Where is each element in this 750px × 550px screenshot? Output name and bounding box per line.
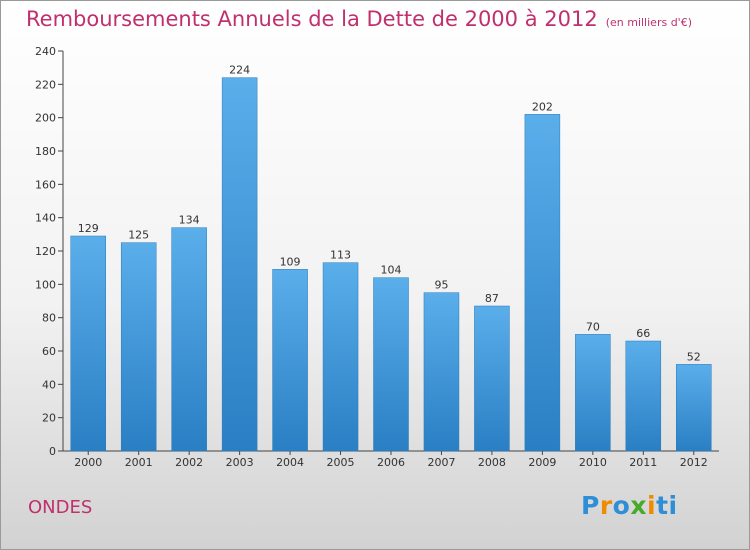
x-tick-label: 2007 <box>427 456 455 469</box>
proxiti-logo: Proxiti <box>581 491 678 520</box>
bar-value-label: 95 <box>434 279 448 292</box>
bar-value-labels: 129 125 134 224 109 113 104 95 87 202 70 66 52 <box>78 64 701 364</box>
x-axis: 2000 2001 2002 2003 2004 2005 2006 2007 2008 2009… <box>63 450 719 469</box>
town-name: ONDES <box>28 497 93 518</box>
x-tick-label: 2010 <box>579 456 607 469</box>
chart-title: Remboursements Annuels de la Dette de 20… <box>26 7 692 31</box>
x-tick-label: 2006 <box>377 456 405 469</box>
y-tick-label: 40 <box>42 378 56 391</box>
y-tick-label: 0 <box>49 445 56 458</box>
y-tick-label: 220 <box>35 78 56 91</box>
brand-letter: P <box>581 491 600 520</box>
brand-letter: i <box>668 491 678 520</box>
brand-letter: i <box>647 491 657 520</box>
x-tick-label: 2008 <box>478 456 506 469</box>
x-tick-label: 2002 <box>175 456 203 469</box>
y-tick-label: 60 <box>42 345 56 358</box>
y-axis: 0 20 40 60 80 100 120 140 160 180 200 220 240 <box>35 45 64 458</box>
y-tick-label: 200 <box>35 112 56 125</box>
bar-value-label: 224 <box>229 64 250 77</box>
bar-2008 <box>474 305 510 452</box>
x-tick-label: 2001 <box>125 456 153 469</box>
bar-2011 <box>625 340 662 452</box>
x-tick-label: 2005 <box>327 456 355 469</box>
bar-value-label: 109 <box>280 255 301 268</box>
bar-2007 <box>423 292 460 452</box>
chart-title-text: Remboursements Annuels de la Dette de 20… <box>26 7 598 31</box>
bar-2005 <box>322 262 359 452</box>
bar-value-label: 125 <box>128 229 149 242</box>
bar-2002 <box>171 227 207 452</box>
bar-value-label: 70 <box>586 320 600 333</box>
y-tick-label: 20 <box>42 412 56 425</box>
y-tick-label: 100 <box>35 278 56 291</box>
x-tick-label: 2011 <box>629 456 657 469</box>
bar-2001 <box>120 242 157 452</box>
bar-2004 <box>272 269 308 452</box>
brand-letter: x <box>630 491 647 520</box>
bar-2010 <box>575 334 611 452</box>
bar-2000 <box>70 235 106 452</box>
brand-letter: t <box>656 491 669 520</box>
x-tick-label: 2004 <box>276 456 304 469</box>
bar-value-label: 129 <box>78 222 99 235</box>
bar-value-label: 66 <box>636 327 650 340</box>
x-tick-label: 2003 <box>226 456 254 469</box>
brand-letter: o <box>612 491 631 520</box>
y-tick-label: 140 <box>35 212 56 225</box>
y-tick-label: 240 <box>35 45 56 58</box>
bar-value-label: 104 <box>381 264 402 277</box>
bars-group <box>70 77 712 452</box>
bar-value-label: 87 <box>485 292 499 305</box>
x-tick-label: 2000 <box>74 456 102 469</box>
brand-letter: r <box>599 491 613 520</box>
y-tick-label: 80 <box>42 312 56 325</box>
x-tick-label: 2012 <box>680 456 708 469</box>
y-tick-label: 120 <box>35 245 56 258</box>
y-tick-label: 180 <box>35 145 56 158</box>
bar-2009 <box>524 114 561 452</box>
bar-value-label: 134 <box>179 214 200 227</box>
chart-subtitle: (en milliers d'€) <box>605 16 692 29</box>
bar-value-label: 202 <box>532 100 553 113</box>
bar-2012 <box>676 364 712 452</box>
bar-2006 <box>373 277 409 452</box>
y-tick-label: 160 <box>35 178 56 191</box>
x-tick-label: 2009 <box>528 456 556 469</box>
bar-value-label: 52 <box>687 350 701 363</box>
bar-value-label: 113 <box>330 249 351 262</box>
bar-2003 <box>221 77 258 452</box>
